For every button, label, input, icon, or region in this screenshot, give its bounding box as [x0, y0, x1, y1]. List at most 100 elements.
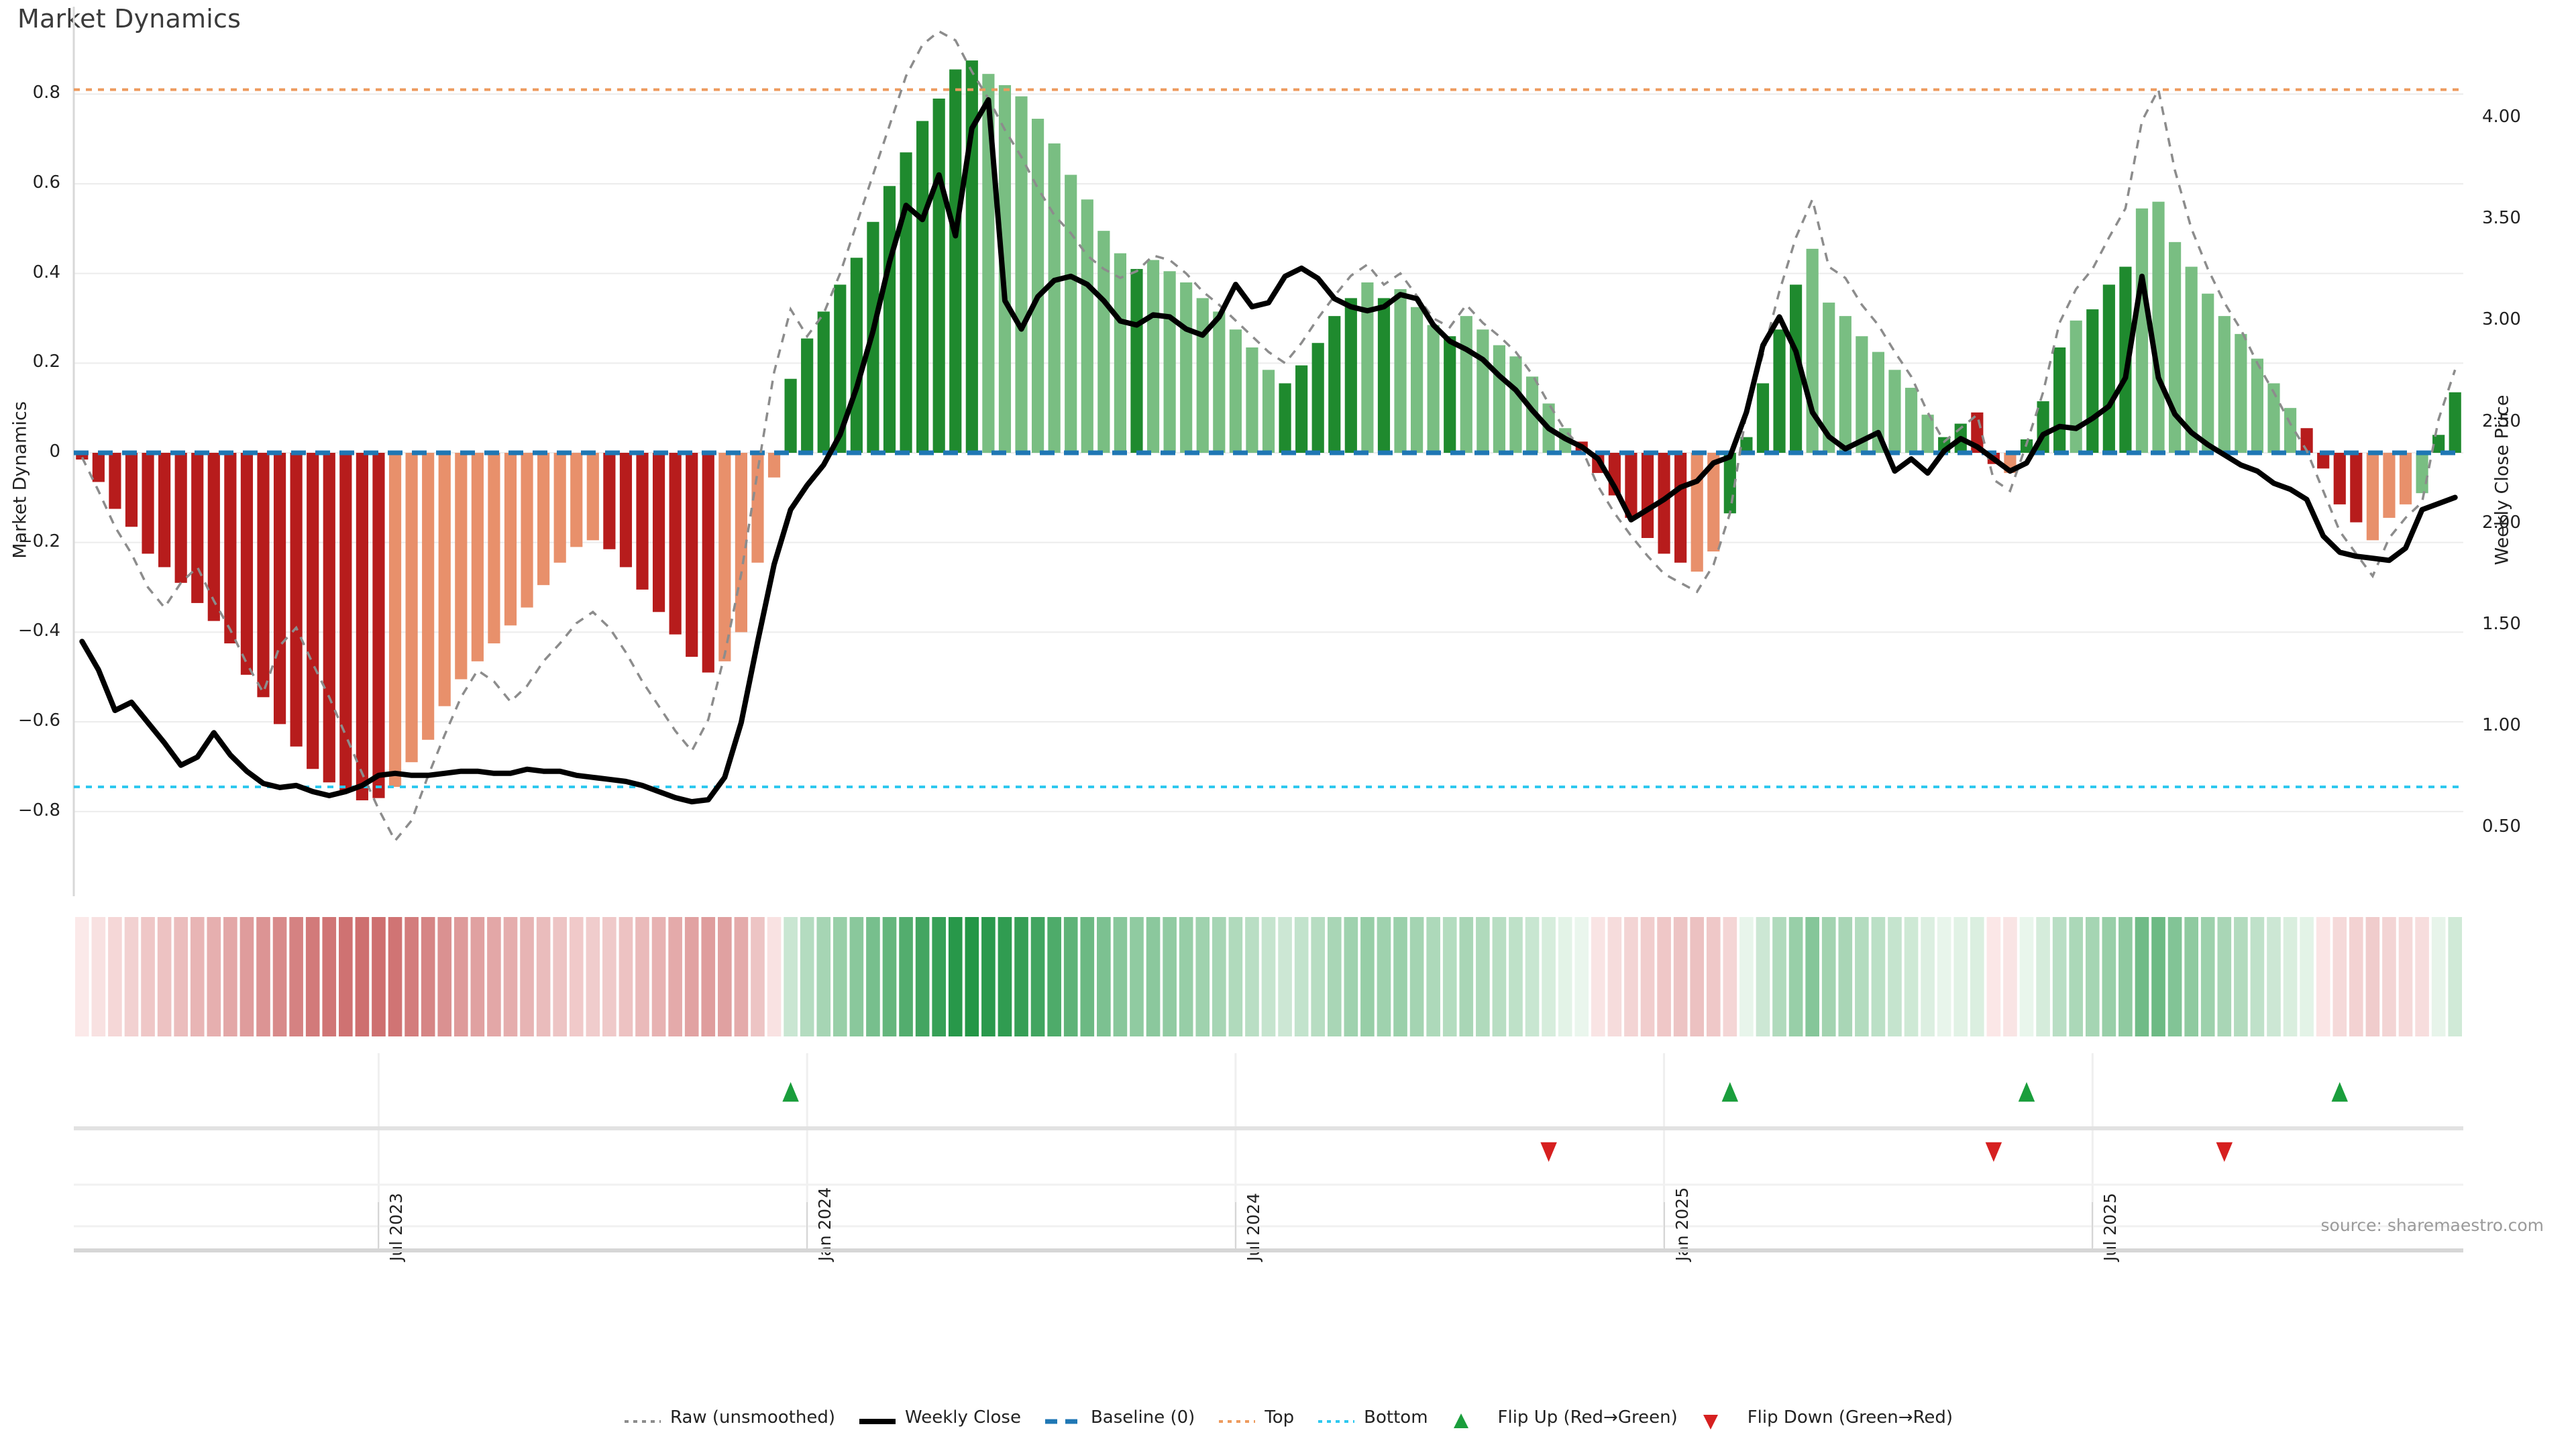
heatmap-cell	[1904, 917, 1919, 1036]
bar	[2383, 453, 2396, 518]
heatmap-cell	[619, 917, 633, 1036]
heatmap-cell	[1657, 917, 1671, 1036]
legend-label: Raw (unsmoothed)	[669, 1407, 836, 1428]
heatmap-cell	[849, 917, 864, 1036]
heatmap-cell	[1492, 917, 1507, 1036]
bar	[504, 453, 517, 626]
heatmap-cell	[1278, 917, 1292, 1036]
bar	[669, 453, 682, 635]
bar	[1658, 453, 1670, 554]
bar	[1031, 119, 1044, 453]
chart-legend: Raw (unsmoothed) Weekly Close Baseline (0)…	[0, 1407, 2576, 1430]
bar	[2086, 309, 2099, 453]
bar	[2284, 408, 2297, 453]
bar	[1740, 437, 1753, 453]
page-title: Market Dynamics	[17, 4, 241, 34]
heatmap-cell	[1937, 917, 1951, 1036]
bar	[1081, 199, 1093, 453]
heatmap-cell	[1245, 917, 1259, 1036]
bar	[850, 258, 863, 453]
heatmap-cell	[1509, 917, 1523, 1036]
heatmap-cell	[1163, 917, 1177, 1036]
heatmap-cell	[223, 917, 237, 1036]
legend-swatch-triangle-up-icon	[1451, 1411, 1490, 1428]
bar	[619, 453, 633, 568]
bar	[2135, 208, 2149, 453]
y-tick-left: 0.2	[32, 352, 60, 372]
heatmap-cell	[272, 917, 287, 1036]
y-tick-left: 0.6	[32, 172, 60, 193]
bar	[586, 453, 599, 541]
heatmap-cell	[553, 917, 568, 1036]
bar	[2152, 201, 2165, 453]
bar	[1921, 415, 1934, 453]
flip-up-marker	[1721, 1082, 1739, 1102]
legend-label: Weekly Close	[905, 1407, 1021, 1428]
heatmap-cell	[2382, 917, 2396, 1036]
heatmap-cell	[2415, 917, 2429, 1036]
legend-item[interactable]: Baseline (0)	[1044, 1407, 1195, 1428]
bar	[636, 453, 649, 590]
legend-swatch-dashed-line-icon	[1044, 1411, 1083, 1424]
bar	[2432, 435, 2445, 453]
heatmap-cell	[1179, 917, 1193, 1036]
flip-up-marker	[782, 1082, 799, 1102]
legend-label: Top	[1265, 1407, 1295, 1428]
bar	[1477, 329, 1489, 453]
legend-swatch-dotted-line-icon	[1218, 1411, 1256, 1424]
y-tick-right: 4.00	[2482, 107, 2521, 127]
source-note: source: sharemaestro.com	[2320, 1216, 2544, 1235]
bar	[290, 453, 303, 747]
legend-swatch-triangle-down-icon	[1701, 1411, 1739, 1430]
heatmap-cell	[322, 917, 337, 1036]
bar	[307, 453, 319, 769]
bar	[339, 453, 352, 792]
legend-item[interactable]: Flip Down (Green→Red)	[1701, 1407, 1953, 1430]
heatmap-cell	[998, 917, 1012, 1036]
bar	[405, 453, 418, 763]
heatmap-cell	[1970, 917, 1984, 1036]
heatmap-cell	[470, 917, 485, 1036]
bar	[751, 453, 764, 563]
bar	[1773, 329, 1786, 453]
legend-item[interactable]: Bottom	[1317, 1407, 1428, 1428]
bar	[521, 453, 533, 608]
bar	[1888, 370, 1901, 453]
heatmap-cell	[915, 917, 930, 1036]
legend-swatch-dotted-line-icon	[623, 1411, 662, 1424]
legend-item[interactable]: Top	[1218, 1407, 1294, 1428]
heatmap-cell	[1624, 917, 1638, 1036]
heatmap-cell	[1821, 917, 1836, 1036]
bar	[916, 121, 929, 453]
legend-item[interactable]: Raw (unsmoothed)	[623, 1407, 835, 1428]
heatmap-cell	[1476, 917, 1490, 1036]
bar	[1427, 325, 1440, 453]
heatmap-cell	[701, 917, 716, 1036]
bar	[323, 453, 335, 783]
legend-item[interactable]: Flip Up (Red→Green)	[1451, 1407, 1678, 1428]
heatmap-cell	[1574, 917, 1589, 1036]
bar	[2366, 453, 2379, 541]
bar	[2102, 284, 2115, 453]
bar	[1394, 289, 1407, 453]
heatmap-cell	[339, 917, 353, 1036]
legend-item[interactable]: Weekly Close	[858, 1407, 1021, 1428]
bar	[801, 338, 814, 453]
y-tick-left: 0.4	[32, 262, 60, 282]
heatmap-cell	[174, 917, 188, 1036]
bar	[1872, 352, 1885, 453]
x-tick-mark	[2092, 1202, 2094, 1250]
bar	[1625, 453, 1638, 518]
bar	[1690, 453, 1703, 572]
heatmap-cell	[899, 917, 913, 1036]
bar	[949, 69, 962, 453]
flip-up-marker	[2018, 1082, 2035, 1102]
heatmap-cell	[2200, 917, 2215, 1036]
heatmap-cell	[487, 917, 501, 1036]
heatmap-cell	[2300, 917, 2314, 1036]
heatmap-cell	[1756, 917, 1770, 1036]
heatmap-cell	[2052, 917, 2067, 1036]
bar	[2267, 383, 2280, 453]
flip-down-marker	[1540, 1142, 1557, 1162]
